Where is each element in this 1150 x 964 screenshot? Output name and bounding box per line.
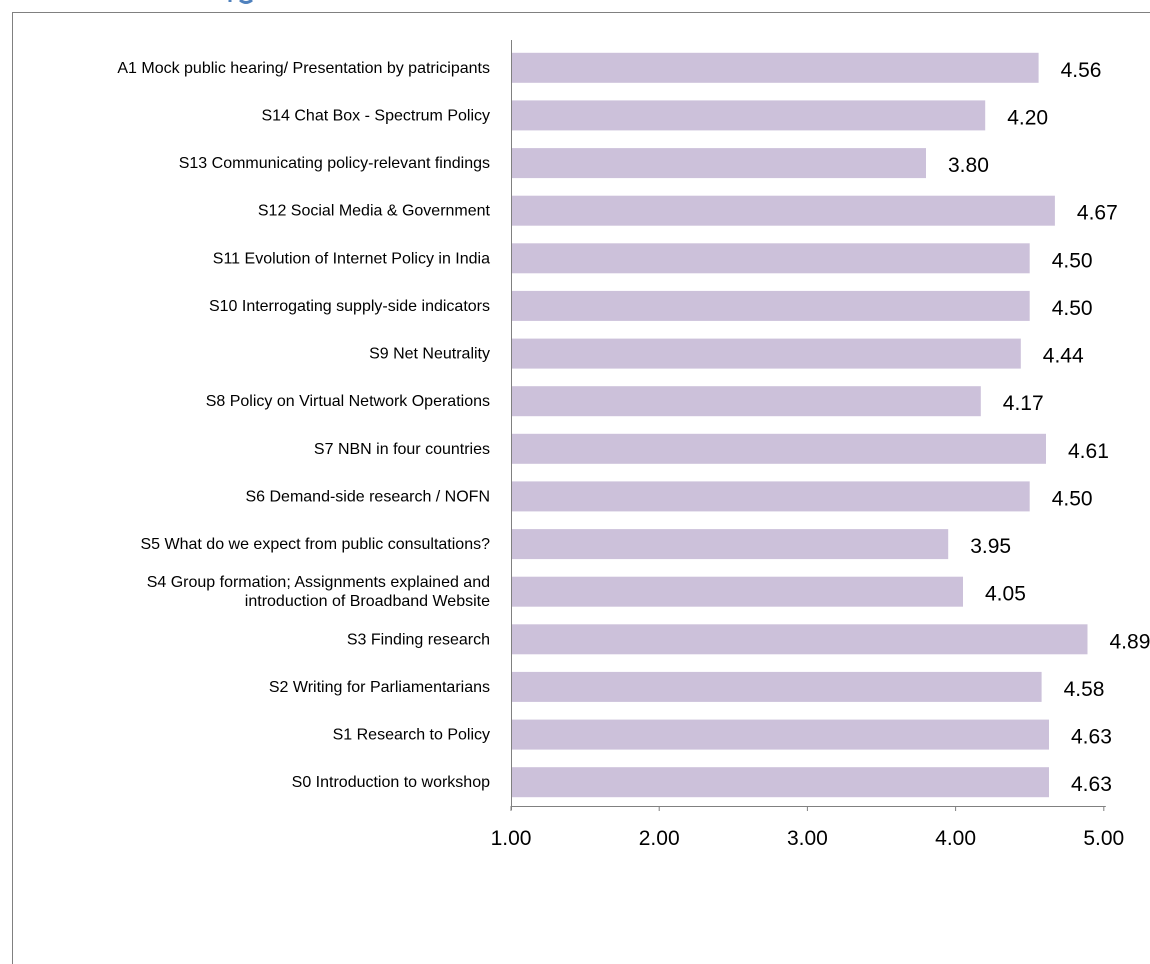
chart-frame bbox=[12, 12, 1150, 964]
value-label-6: 4.44 bbox=[1043, 345, 1084, 368]
category-label-11-line-1: introduction of Broadband Website bbox=[245, 593, 490, 610]
bar-7 bbox=[511, 386, 981, 417]
category-label-7: S8 Policy on Virtual Network Operations bbox=[206, 393, 490, 410]
category-label-10: S5 What do we expect from public consult… bbox=[140, 536, 490, 553]
category-label-6: S9 Net Neutrality bbox=[369, 346, 490, 363]
bars-layer bbox=[511, 52, 1088, 798]
bar-12 bbox=[511, 624, 1088, 655]
value-label-0: 4.56 bbox=[1061, 59, 1102, 82]
title-fragment bbox=[228, 0, 253, 4]
x-tick-label-4: 5.00 bbox=[1083, 827, 1124, 850]
value-label-4: 4.50 bbox=[1052, 249, 1093, 272]
category-label-4: S11 Evolution of Internet Policy in Indi… bbox=[213, 250, 490, 267]
category-label-3: S12 Social Media & Government bbox=[258, 203, 491, 220]
category-label-15: S0 Introduction to workshop bbox=[292, 774, 490, 791]
value-label-13: 4.58 bbox=[1064, 678, 1105, 701]
value-label-11: 4.05 bbox=[985, 583, 1026, 606]
axis-layer: 1.00 2.00 3.00 4.00 5.00 bbox=[491, 40, 1124, 850]
value-label-12: 4.89 bbox=[1110, 630, 1150, 653]
bar-13 bbox=[511, 671, 1042, 702]
x-tick-label-0: 1.00 bbox=[491, 827, 532, 850]
bar-0 bbox=[511, 52, 1039, 83]
category-label-8: S7 NBN in four countries bbox=[314, 441, 490, 458]
value-labels-layer: 4.56 4.20 3.80 4.67 4.50 4.50 4.44 4.17 4.61 4.50… bbox=[948, 59, 1150, 796]
bar-10 bbox=[511, 529, 949, 560]
bar-14 bbox=[511, 719, 1049, 750]
category-label-5: S10 Interrogating supply-side indicators bbox=[209, 298, 490, 315]
x-tick-label-2: 3.00 bbox=[787, 827, 828, 850]
bar-4 bbox=[511, 243, 1030, 274]
category-label-2: S13 Communicating policy-relevant findin… bbox=[179, 155, 490, 172]
value-label-7: 4.17 bbox=[1003, 392, 1044, 415]
category-label-11-line-0: S4 Group formation; Assignments explaine… bbox=[147, 574, 490, 591]
value-label-1: 4.20 bbox=[1007, 106, 1048, 129]
category-label-1: S14 Chat Box - Spectrum Policy bbox=[261, 107, 490, 124]
value-label-9: 4.50 bbox=[1052, 487, 1093, 510]
bar-2 bbox=[511, 148, 926, 179]
value-label-14: 4.63 bbox=[1071, 726, 1112, 749]
bar-15 bbox=[511, 767, 1049, 798]
value-label-8: 4.61 bbox=[1068, 440, 1109, 463]
category-labels-layer: A1 Mock public hearing/ Presentation by … bbox=[117, 60, 490, 791]
bar-3 bbox=[511, 195, 1055, 226]
category-label-0: A1 Mock public hearing/ Presentation by … bbox=[117, 60, 490, 77]
value-label-5: 4.50 bbox=[1052, 297, 1093, 320]
value-label-15: 4.63 bbox=[1071, 773, 1112, 796]
value-label-3: 4.67 bbox=[1077, 202, 1118, 225]
bar-8 bbox=[511, 433, 1046, 464]
bar-11 bbox=[511, 576, 963, 607]
x-tick-label-3: 4.00 bbox=[935, 827, 976, 850]
bar-1 bbox=[511, 100, 986, 131]
value-label-10: 3.95 bbox=[970, 535, 1011, 558]
bar-6 bbox=[511, 338, 1021, 369]
category-label-14: S1 Research to Policy bbox=[333, 727, 490, 744]
category-label-9: S6 Demand-side research / NOFN bbox=[245, 488, 490, 505]
bar-9 bbox=[511, 481, 1030, 512]
bar-5 bbox=[511, 290, 1030, 321]
value-label-2: 3.80 bbox=[948, 154, 989, 177]
x-tick-label-1: 2.00 bbox=[639, 827, 680, 850]
category-label-13: S2 Writing for Parliamentarians bbox=[269, 679, 490, 696]
category-label-12: S3 Finding research bbox=[347, 631, 490, 648]
